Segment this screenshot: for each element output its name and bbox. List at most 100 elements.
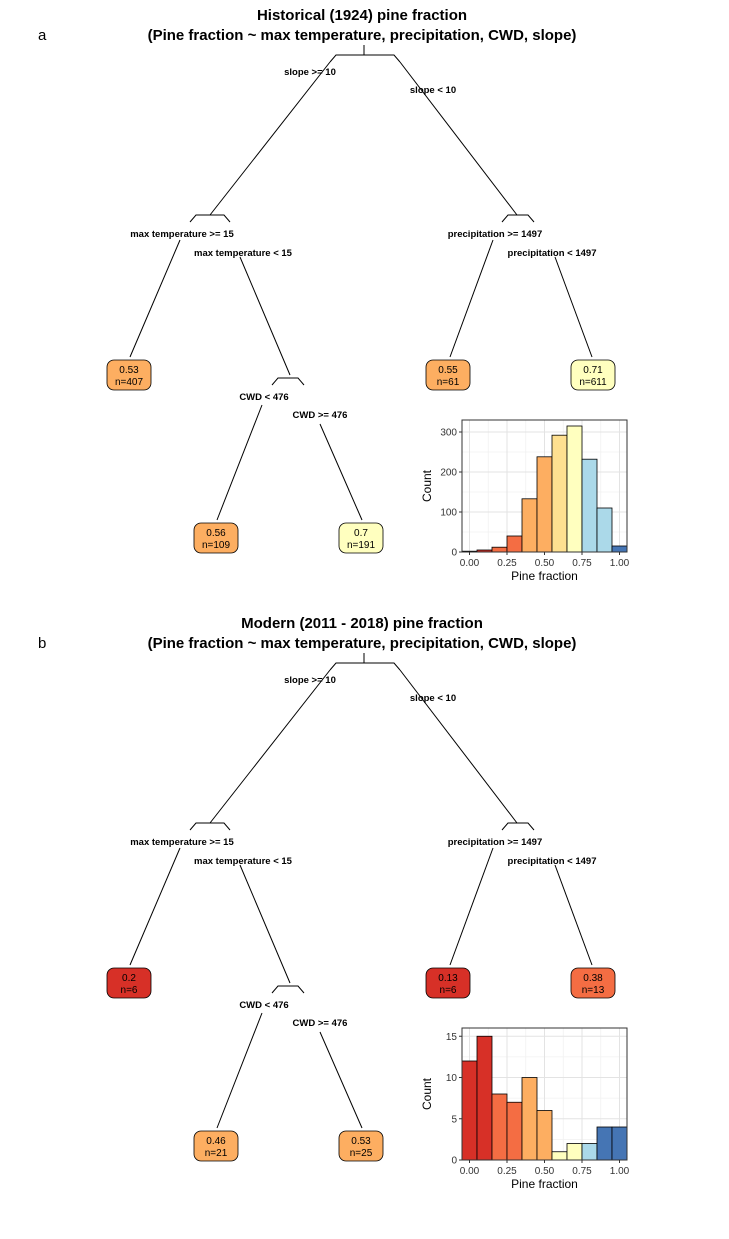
y-tick-label: 300 [440,428,457,439]
panel-a: a Historical (1924) pine fraction (Pine fr… [38,7,630,583]
split-label-precip-left: precipitation >= 1497 [448,229,543,240]
edge-cwd-left [216,1012,263,1129]
leaf-value: 0.56 [206,528,226,539]
histogram-bar [521,498,538,553]
histogram-bar [566,425,583,553]
histogram: 0.00 0.25 0.50 0.75 1.00 0 5 10 15 Pine fraction C… [420,1027,630,1191]
split-label-cwd-left: CWD < 476 [239,392,288,403]
leaf-box [193,522,239,554]
leaf-count: n=13 [582,985,605,996]
histogram-bar [536,456,553,553]
temp-bracket [189,214,231,223]
edge-root-left [209,669,331,824]
histogram-bar [476,1035,493,1161]
panel-subtitle: (Pine fraction ~ max temperature, precip… [148,27,577,44]
cwd-bracket [271,377,305,386]
leaf-cwd-hi: 0.53n=25 [338,1130,384,1162]
histogram-bar [581,1143,598,1161]
edge-temp-right [239,864,291,984]
panel-b: b Modern (2011 - 2018) pine fraction (Pine… [38,615,630,1191]
split-label-temp-right: max temperature < 15 [194,856,293,867]
x-axis-label: Pine fraction [511,1177,578,1191]
histogram-bar [506,1101,523,1161]
y-axis-label: Count [420,1077,434,1110]
leaf-value: 0.53 [119,365,139,376]
histogram: 0.00 0.25 0.50 0.75 1.00 0 100 200 300 Pine fract… [420,419,630,583]
histogram-bar [536,1110,553,1161]
leaf-cwd-lo: 0.56n=109 [193,522,239,554]
root-bracket [329,662,401,671]
leaf-precip-lo: 0.38n=13 [570,967,616,999]
leaf-count: n=21 [205,1148,228,1159]
histogram-bar [491,1093,508,1161]
split-label-root-right: slope < 10 [410,85,456,96]
leaf-box [338,522,384,554]
leaf-value: 0.38 [583,973,603,984]
x-tick-label: 0.25 [497,1166,517,1177]
histogram-bar [551,434,568,553]
leaf-box [193,1130,239,1162]
leaf-box [425,967,471,999]
panel-title: Historical (1924) pine fraction [257,7,467,24]
y-tick-label: 15 [446,1032,458,1043]
split-label-temp-left: max temperature >= 15 [130,229,234,240]
x-axis-label: Pine fraction [511,569,578,583]
histogram-bar [506,535,523,553]
edge-precip-left [449,239,494,358]
leaf-value: 0.53 [351,1136,371,1147]
leaf-count: n=6 [440,985,457,996]
leaf-value: 0.55 [438,365,458,376]
x-tick-label: 1.00 [610,558,630,569]
leaf-count: n=109 [202,540,231,551]
temp-bracket [189,822,231,831]
y-tick-label: 200 [440,468,457,479]
split-label-root-left: slope >= 10 [284,67,336,78]
x-tick-label: 0.25 [497,558,517,569]
x-tick-label: 0.00 [460,1166,480,1177]
edge-precip-right [554,864,593,966]
leaf-precip-hi: 0.13n=6 [425,967,471,999]
precip-bracket [501,214,535,223]
edge-root-right [399,669,518,824]
leaf-count: n=25 [350,1148,373,1159]
x-tick-label: 0.50 [535,1166,555,1177]
y-tick-label: 5 [451,1114,457,1125]
histogram-bar [596,507,613,553]
histogram-bar [611,1126,628,1161]
leaf-count: n=61 [437,377,460,388]
edge-root-left [209,61,331,216]
histogram-bar [491,546,508,553]
leaf-box [570,967,616,999]
histogram-bar [461,1060,478,1161]
leaf-count: n=407 [115,377,144,388]
edge-precip-right [554,256,593,358]
leaf-value: 0.46 [206,1136,226,1147]
histogram-bar [611,545,628,553]
panel-subtitle: (Pine fraction ~ max temperature, precip… [148,635,577,652]
precip-bracket [501,822,535,831]
panel-title: Modern (2011 - 2018) pine fraction [241,615,483,632]
leaf-temp-hi: 0.53n=407 [106,359,152,391]
leaf-cwd-lo: 0.46n=21 [193,1130,239,1162]
leaf-box [338,1130,384,1162]
leaf-box [570,359,616,391]
y-tick-label: 0 [451,548,457,559]
leaf-precip-hi: 0.55n=61 [425,359,471,391]
leaf-value: 0.13 [438,973,458,984]
leaf-box [106,967,152,999]
leaf-value: 0.71 [583,365,603,376]
y-tick-label: 100 [440,508,457,519]
leaf-count: n=6 [121,985,138,996]
y-tick-label: 0 [451,1156,457,1167]
edge-cwd-right [319,423,363,521]
root-bracket [329,54,401,63]
edge-root-right [399,61,518,216]
histogram-bar [596,1126,613,1161]
split-label-root-right: slope < 10 [410,693,456,704]
x-tick-label: 0.75 [572,558,592,569]
leaf-count: n=611 [579,377,607,388]
edge-temp-left [129,847,181,966]
split-label-precip-left: precipitation >= 1497 [448,837,543,848]
split-label-precip-right: precipitation < 1497 [508,248,597,259]
